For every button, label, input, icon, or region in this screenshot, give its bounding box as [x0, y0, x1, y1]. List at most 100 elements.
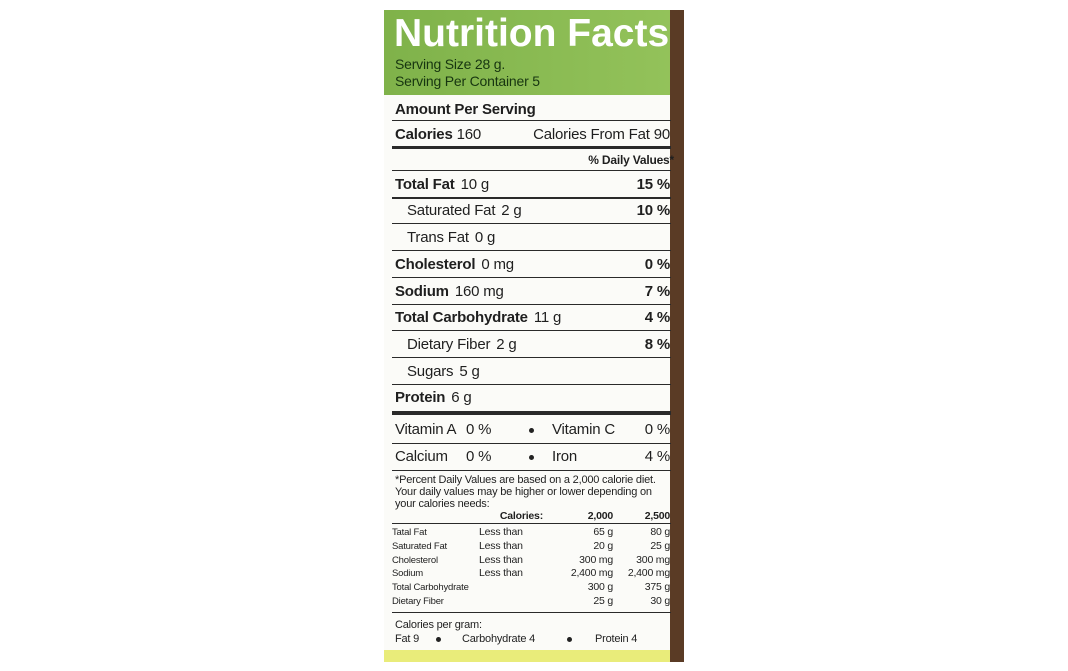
calories-value: 160 — [456, 126, 482, 143]
table-name: Dietary Fiber — [392, 596, 444, 607]
daily-value: 7 % — [644, 283, 670, 300]
nutrient-name: Cholesterol — [395, 256, 476, 273]
bullet — [529, 428, 534, 433]
nutrient-amount: 5 g — [459, 363, 480, 380]
table-name: Total Carbohydrate — [392, 582, 469, 594]
serving-size: Serving Size 28 g. — [395, 56, 506, 72]
table-name: Cholesterol — [392, 554, 438, 566]
nutrient-row: Saturated Fat 2 g — [407, 202, 522, 220]
table-name: Saturated Fat — [392, 540, 447, 552]
vitamin-name: Calcium — [395, 448, 448, 465]
table-header: 2,500 — [644, 510, 670, 522]
rule — [392, 330, 671, 331]
nutrient-amount: 2 g — [496, 336, 517, 353]
rule — [392, 277, 671, 278]
nutrient-amount: 2 g — [501, 202, 522, 219]
nutrient-name: Total Fat — [395, 176, 455, 193]
table-name: Tatal Fat — [392, 527, 427, 538]
table-value: 25 g — [650, 539, 670, 552]
table-header: Calories: — [499, 510, 543, 522]
footnote: *Percent Daily Values are based on a 2,0… — [395, 474, 656, 510]
rule — [392, 120, 671, 121]
rule — [392, 170, 671, 171]
daily-value: 0 % — [644, 256, 670, 273]
table-name: Sodium — [392, 568, 424, 580]
rule — [392, 146, 671, 149]
table-qualifier: Less than — [479, 526, 523, 538]
table-qualifier: Less than — [479, 567, 523, 580]
table-value: 30 g — [650, 595, 670, 607]
vitamin-name: Vitamin C — [552, 421, 615, 438]
table-value: 375 g — [644, 581, 670, 594]
rule — [392, 357, 671, 358]
title: Nutrition Facts — [394, 12, 670, 55]
nutrition-label: Nutrition Facts Serving Size 28 g. Servi… — [384, 10, 684, 662]
protein-per-gram: Protein 4 — [595, 633, 638, 645]
calories-label: Calories — [395, 126, 453, 143]
vitamin-name: Vitamin A — [395, 421, 457, 438]
rule — [392, 250, 671, 251]
nutrient-amount: 0 mg — [481, 256, 514, 273]
rule — [392, 523, 671, 524]
table-value: 80 g — [650, 526, 670, 538]
nutrient-amount: 6 g — [451, 389, 472, 406]
table-value: 300 g — [587, 581, 613, 594]
table-qualifier: Less than — [479, 539, 523, 552]
nutrient-row: Cholesterol 0 mg — [395, 256, 514, 274]
table-qualifier: Less than — [479, 553, 523, 566]
vitamin-value: 0 % — [466, 421, 492, 438]
nutrient-amount: 160 mg — [454, 283, 504, 300]
bullet — [529, 455, 534, 460]
rule — [392, 470, 671, 471]
vitamin-name: Iron — [552, 448, 578, 465]
vitamin-value: 0 % — [466, 448, 492, 465]
table-value: 2,400 mg — [570, 567, 613, 580]
vitamin-value: 4 % — [644, 448, 670, 465]
nutrient-name: Dietary Fiber — [407, 336, 491, 353]
daily-value: 4 % — [644, 309, 670, 326]
nutrient-name: Sodium — [395, 283, 449, 300]
nutrient-row: Dietary Fiber 2 g — [407, 336, 517, 354]
table-value: 25 g — [593, 595, 613, 607]
daily-value: 10 % — [636, 202, 671, 219]
amount-per-serving: Amount Per Serving — [395, 101, 536, 118]
nutrient-row: Total Fat 10 g — [395, 176, 489, 194]
nutrient-row: Trans Fat 0 g — [407, 229, 495, 247]
nutrient-row: Total Carbohydrate 11 g — [395, 309, 561, 327]
bullet — [436, 637, 441, 642]
table-value: 300 mg — [579, 553, 613, 566]
rule — [392, 384, 671, 385]
daily-values-header: % Daily Values* — [588, 153, 674, 167]
table-header: 2,000 — [587, 510, 613, 522]
calories-per-gram: Calories per gram: — [395, 619, 482, 631]
table-value: 2,400 mg — [627, 567, 670, 580]
nutrient-row: Sugars 5 g — [407, 363, 480, 381]
nutrient-amount: 10 g — [460, 176, 490, 193]
rule — [392, 411, 671, 415]
nutrient-amount: 11 g — [533, 309, 562, 326]
rule — [392, 304, 671, 305]
calories-from-fat: Calories From Fat 90 — [533, 126, 670, 143]
rule — [392, 612, 671, 613]
servings-per-container: Serving Per Container 5 — [395, 73, 540, 89]
bullet — [567, 637, 572, 642]
nutrient-row: Sodium 160 mg — [395, 283, 504, 301]
rule — [392, 197, 671, 199]
carbohydrate-per-gram: Carbohydrate 4 — [462, 633, 536, 645]
daily-value: 15 % — [636, 176, 671, 193]
calories-row: Calories 160 — [395, 126, 481, 144]
nutrient-amount: 0 g — [474, 229, 496, 246]
header-band — [384, 10, 670, 95]
rule — [392, 443, 671, 444]
table-value: 300 mg — [636, 553, 670, 566]
vitamin-value: 0 % — [644, 421, 670, 438]
nutrient-name: Sugars — [407, 363, 454, 380]
table-value: 65 g — [593, 526, 613, 538]
bottom-band — [384, 650, 670, 662]
nutrient-name: Total Carbohydrate — [395, 309, 528, 326]
rule — [392, 223, 671, 224]
fat-per-gram: Fat 9 — [395, 633, 420, 645]
nutrient-name: Trans Fat — [407, 229, 469, 246]
table-value: 20 g — [593, 539, 613, 552]
